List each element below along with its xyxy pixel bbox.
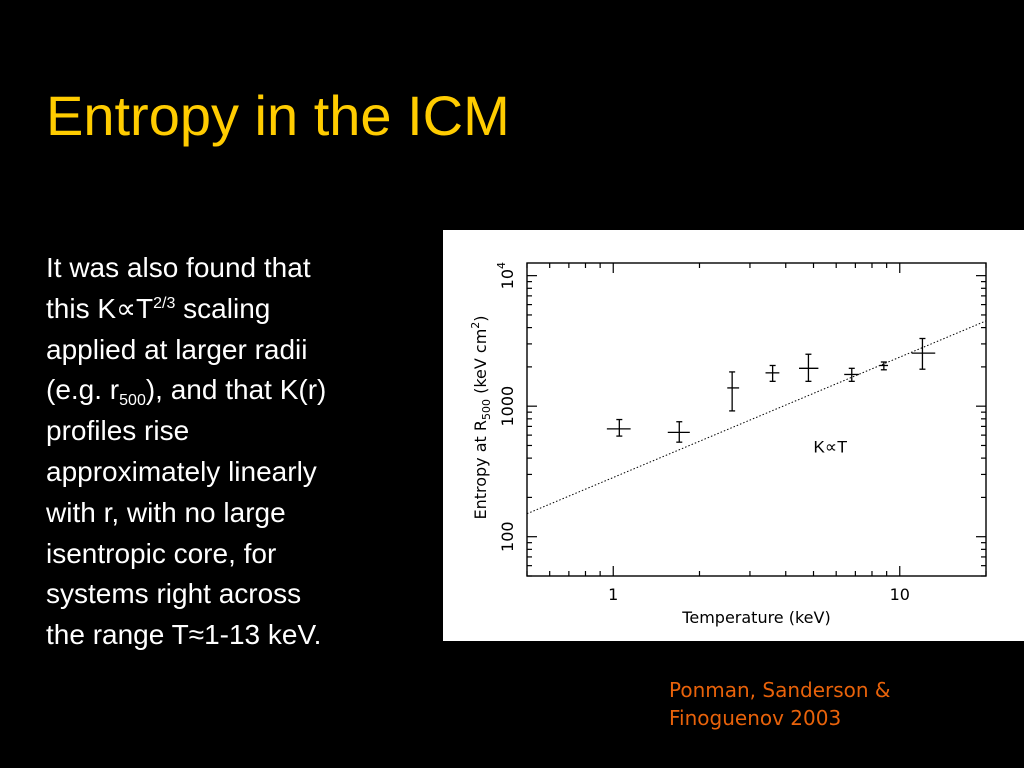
data-point <box>727 371 740 412</box>
exponent: 2/3 <box>153 294 176 312</box>
y-tick-label: 104 <box>495 262 517 289</box>
y-axis-label: Entropy at R500 (keV cm2) <box>469 315 493 519</box>
y-axis-ticks <box>527 275 986 577</box>
body-line-6: approximately linearly <box>46 455 317 487</box>
data-point <box>911 337 936 370</box>
entropy-temperature-chart: 1 10 100 1000 104 K∝T Temperature (keV) Entr… <box>469 262 987 627</box>
data-point <box>799 353 819 382</box>
y-label-close: ) <box>471 315 490 321</box>
data-point <box>879 361 889 371</box>
propto-symbol: ∝ <box>116 292 137 324</box>
x-tick-label: 10 <box>890 585 910 604</box>
subscript-500: 500 <box>119 392 146 410</box>
body-line-9: systems right across <box>46 578 302 610</box>
reference-line <box>526 320 987 515</box>
reference-line-label: K∝T <box>814 438 848 457</box>
body-line-7: with r, with no large <box>46 496 286 528</box>
body-line-5: profiles rise <box>46 415 190 447</box>
data-points <box>606 337 936 443</box>
body-paragraph: It was also found that this K∝T2/3 scali… <box>46 248 426 656</box>
body-line-8: isentropic core, for <box>46 537 277 569</box>
y-label-sub: 500 <box>480 399 493 420</box>
body-line-10a: the range T <box>46 619 189 651</box>
data-point <box>606 418 631 437</box>
x-axis-ticks <box>526 263 987 576</box>
y-label-suffix: (keV cm <box>471 329 490 399</box>
chart-panel: 1 10 100 1000 104 K∝T Temperature (keV) Entr… <box>443 230 1024 641</box>
y-tick-label: 100 <box>498 521 517 552</box>
data-point <box>765 364 780 382</box>
citation-line-1: Ponman, Sanderson & <box>669 678 891 702</box>
body-line-2b: T <box>136 292 154 324</box>
x-tick-label: 1 <box>608 585 618 604</box>
y-label-prefix: Entropy at R <box>471 420 490 520</box>
citation: Ponman, Sanderson & Finoguenov 2003 <box>669 676 891 732</box>
body-line-4b: ), and that K(r) <box>145 374 327 406</box>
body-line-1: It was also found that <box>46 252 311 283</box>
data-point <box>667 421 690 443</box>
body-line-10b: 1-13 keV. <box>204 619 322 651</box>
approx-symbol: ≈ <box>188 619 205 651</box>
x-axis-label: Temperature (keV) <box>681 608 830 627</box>
body-line-3: applied at larger radii <box>46 333 308 365</box>
data-point <box>844 367 859 382</box>
tick-labels: 1 10 100 1000 104 <box>495 262 910 604</box>
citation-line-2: Finoguenov 2003 <box>669 706 842 730</box>
y-label-sup: 2 <box>469 322 482 329</box>
slide-title: Entropy in the ICM <box>46 84 510 147</box>
body-line-2c: scaling <box>175 292 271 324</box>
body-line-4a: (e.g. r <box>46 374 120 406</box>
plot-frame <box>526 262 987 577</box>
y-tick-label: 1000 <box>498 386 517 427</box>
body-line-2a: this K <box>46 292 117 324</box>
